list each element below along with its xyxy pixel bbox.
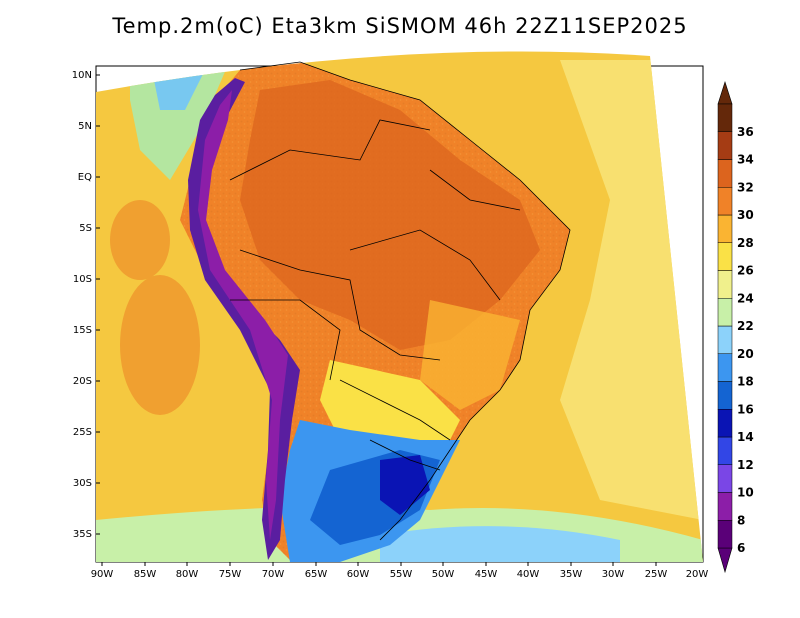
lon-label: 65W — [305, 569, 328, 580]
lat-label: 5S — [79, 223, 92, 234]
lon-label: 90W — [91, 569, 114, 580]
lon-label: 35W — [560, 569, 583, 580]
colorbar-label: 22 — [737, 319, 754, 333]
colorbar-label: 28 — [737, 236, 754, 250]
south-coldest — [380, 455, 430, 515]
lat-label: 20S — [73, 376, 92, 387]
south-ocean-cooler — [380, 526, 620, 562]
andes-coldest — [198, 90, 288, 540]
temperature-field — [96, 51, 703, 562]
colorbar-label: 30 — [737, 208, 754, 222]
colorbar-swatch — [717, 381, 733, 410]
continent-very-hot — [240, 80, 540, 350]
colorbar-swatch — [717, 436, 733, 465]
colorbar-label: 12 — [737, 458, 754, 472]
lat-ticks — [96, 74, 100, 535]
colorbar-swatch — [717, 187, 733, 216]
colorbar-min-arrow — [717, 547, 733, 574]
colorbar-swatch — [717, 242, 733, 271]
colorbar-label: 10 — [737, 486, 754, 500]
lat-label: 15S — [73, 325, 92, 336]
map-title: Temp.2m(oC) Eta3km SiSMOM 46h 22Z11SEP20… — [112, 14, 688, 38]
lon-label: 50W — [432, 569, 455, 580]
colorbar-swatch — [717, 298, 733, 327]
lon-label: 85W — [134, 569, 157, 580]
colorbar-swatch — [717, 409, 733, 438]
lon-label: 30W — [602, 569, 625, 580]
country-borders — [229, 61, 571, 541]
lat-label: 5N — [78, 121, 92, 132]
lon-ticks — [101, 562, 657, 566]
pacific-patch — [110, 200, 170, 280]
colorbar-label: 36 — [737, 125, 754, 139]
pacific-cool — [130, 60, 230, 180]
colorbar-label: 34 — [737, 153, 754, 167]
lat-label: 25S — [73, 427, 92, 438]
colorbar-swatch — [717, 353, 733, 382]
colorbar-label: 20 — [737, 347, 754, 361]
lon-label: 55W — [390, 569, 413, 580]
lat-label: 10N — [72, 70, 92, 81]
lon-label: 40W — [517, 569, 540, 580]
pacific-patch — [120, 275, 200, 415]
colorbar-max-arrow — [717, 81, 733, 105]
lon-label: 70W — [262, 569, 285, 580]
colorbar-swatch — [717, 492, 733, 521]
colorbar-label: 24 — [737, 291, 754, 305]
lon-label: 80W — [176, 569, 199, 580]
colorbar-swatch — [717, 131, 733, 160]
colorbar-label: 26 — [737, 264, 754, 278]
lon-axis: 90W 85W 80W 75W 70W 65W 60W 55W 50W 45W … — [91, 569, 709, 580]
lat-axis: 10N 5N EQ 5S 10S 15S 20S 25S 30S 35S — [72, 70, 92, 540]
colorbar-swatch — [717, 103, 733, 132]
lon-label: 20W — [686, 569, 709, 580]
colorbar-label: 18 — [737, 375, 754, 389]
colorbar-swatch — [717, 214, 733, 243]
lat-label: 35S — [73, 529, 92, 540]
colorbar: 6 8 10 12 14 16 18 20 22 24 26 28 30 32 34 36 — [717, 81, 754, 574]
colorbar-label: 32 — [737, 180, 754, 194]
colorbar-swatch — [717, 520, 733, 549]
colorbar-swatch — [717, 325, 733, 354]
lon-label: 60W — [347, 569, 370, 580]
colorbar-swatch — [717, 464, 733, 493]
lon-label: 75W — [219, 569, 242, 580]
colorbar-label: 14 — [737, 430, 754, 444]
southeast-warm — [420, 300, 520, 410]
lon-label: 45W — [475, 569, 498, 580]
colorbar-label: 8 — [737, 513, 745, 527]
lat-label: 10S — [73, 274, 92, 285]
lat-label: 30S — [73, 478, 92, 489]
lat-label: EQ — [78, 172, 92, 183]
colorbar-label: 6 — [737, 541, 745, 555]
lon-label: 25W — [645, 569, 668, 580]
colorbar-swatch — [717, 270, 733, 299]
colorbar-label: 16 — [737, 402, 754, 416]
colorbar-swatch — [717, 159, 733, 188]
